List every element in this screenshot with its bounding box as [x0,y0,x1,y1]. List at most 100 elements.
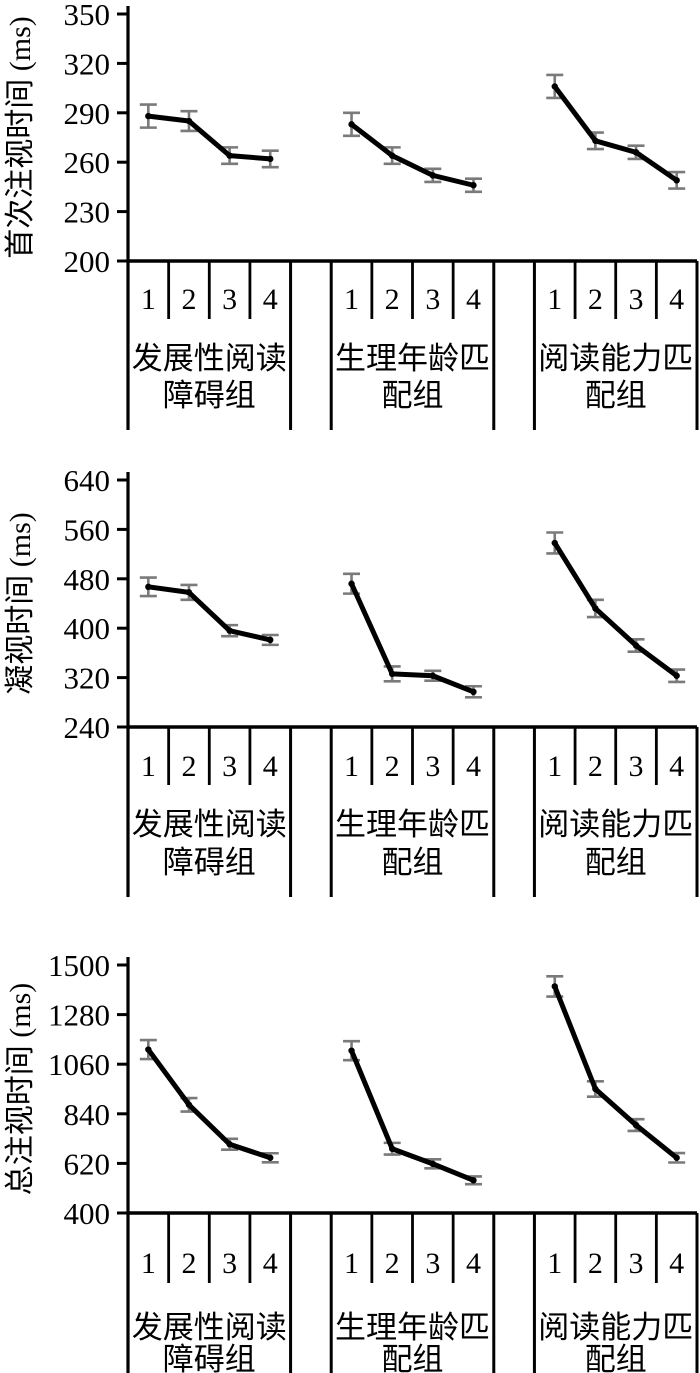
data-point [592,1085,599,1093]
data-point [673,672,680,679]
data-point [470,182,477,189]
y-tick-label: 230 [64,195,111,230]
data-point [226,627,233,634]
y-tick-label: 840 [64,1097,111,1132]
x-cell-label: 4 [466,1247,481,1280]
y-tick-label: 400 [64,1196,111,1231]
data-point [348,1047,355,1054]
group-label-line1: 发展性阅读 [132,1310,287,1345]
y-tick-label: 240 [64,710,111,745]
group-label-line1: 生理年龄匹 [335,1310,490,1345]
data-point [267,1154,274,1161]
data-line [552,983,680,1161]
x-cell-label: 1 [344,1247,359,1280]
group-label-line2: 障碍组 [163,378,256,413]
data-point [145,112,152,120]
y-tick-label: 640 [64,463,111,498]
data-line [349,1048,476,1183]
data-point [348,121,355,128]
y-tick-label: 260 [64,145,111,180]
data-point [470,688,477,696]
x-cell-label: 4 [669,283,684,316]
data-point [185,117,193,125]
data-point [470,1177,477,1184]
y-tick-label: 560 [64,512,111,547]
data-point [592,605,599,612]
data-point [632,1121,640,1129]
x-cell-label: 1 [547,1247,562,1280]
data-point [673,177,680,184]
y-tick-label: 620 [64,1146,111,1181]
group-label-line2: 配组 [585,1342,647,1373]
y-tick-label: 480 [64,562,111,597]
group-label-line1: 生理年龄匹 [335,807,490,842]
group-label-line1: 阅读能力匹 [538,341,693,376]
data-point [226,1141,233,1148]
data-line [552,540,680,679]
data-point [348,580,355,587]
x-cell-label: 1 [344,750,359,783]
data-point [267,636,274,644]
y-tick-label: 200 [64,244,111,279]
data-line [145,584,273,643]
x-cell-label: 3 [629,750,644,783]
x-cell-label: 1 [547,283,562,316]
data-line [552,83,680,183]
x-cell-label: 2 [181,750,196,783]
y-tick-label: 290 [64,96,111,131]
group-label-line2: 配组 [382,1342,444,1373]
x-cell-label: 1 [141,1247,156,1280]
x-cell-label: 3 [425,283,440,316]
data-line [145,1047,273,1161]
data-point [145,583,152,591]
x-cell-label: 2 [385,750,400,783]
data-point [388,152,396,159]
data-point [429,1160,437,1168]
data-point [388,670,396,678]
x-cell-label: 2 [588,1247,603,1280]
data-point [673,1154,680,1161]
x-cell-label: 3 [222,1247,237,1280]
y-tick-label: 1280 [48,998,110,1033]
x-cell-label: 1 [141,750,156,783]
x-cell-label: 4 [466,750,481,783]
data-point [429,672,437,679]
y-tick-label: 350 [64,0,111,32]
x-cell-label: 3 [222,283,237,316]
group-label-line2: 配组 [585,845,647,880]
x-cell-label: 3 [629,283,644,316]
data-point [185,589,193,596]
y-axis-title: 总注视时间 (ms) [4,983,37,1196]
group-label-line1: 阅读能力匹 [538,1310,693,1345]
x-cell-label: 4 [263,283,278,316]
x-cell-label: 3 [425,1247,440,1280]
data-point [267,155,274,163]
data-point [429,172,437,179]
x-cell-label: 3 [222,750,237,783]
x-cell-label: 2 [385,1247,400,1280]
data-point [551,539,558,547]
data-point [632,149,640,156]
y-tick-label: 1500 [48,948,110,983]
x-cell-label: 2 [588,283,603,316]
x-cell-label: 2 [181,283,196,316]
x-cell-label: 4 [669,1247,684,1280]
x-cell-label: 4 [263,750,278,783]
x-cell-label: 1 [141,283,156,316]
data-point [592,137,599,144]
group-label-line2: 障碍组 [163,1342,256,1373]
group-label-line1: 生理年龄匹 [335,341,490,376]
data-point [388,1145,396,1152]
x-cell-label: 1 [344,283,359,316]
y-axis-title: 凝视时间 (ms) [4,512,37,695]
x-cell-label: 2 [385,283,400,316]
x-cell-label: 2 [588,750,603,783]
x-cell-label: 4 [669,750,684,783]
y-tick-label: 1060 [48,1047,110,1082]
data-line [145,113,273,162]
group-label-line2: 配组 [585,378,647,413]
x-cell-label: 3 [629,1247,644,1280]
data-point [226,152,233,159]
